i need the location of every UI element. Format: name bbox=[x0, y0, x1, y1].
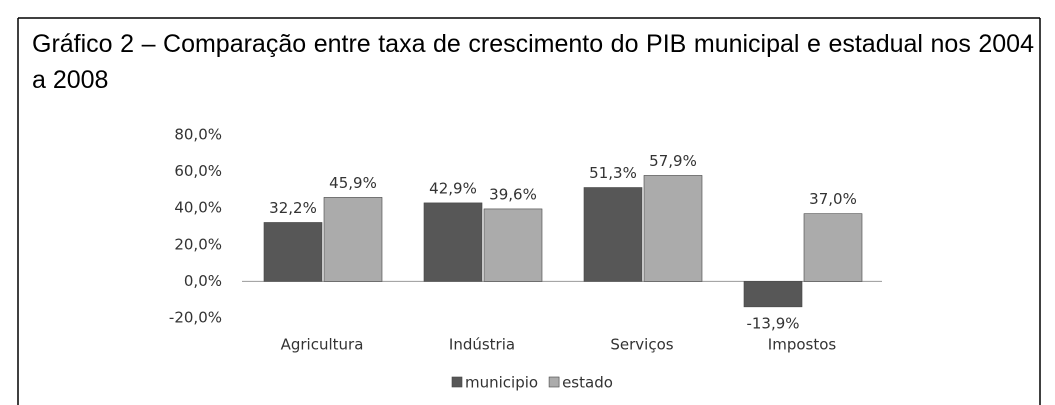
y-tick-label: 0,0% bbox=[184, 272, 222, 290]
legend-swatch bbox=[548, 376, 560, 388]
value-label: 39,6% bbox=[489, 185, 537, 203]
bar bbox=[423, 202, 483, 282]
y-tick-label: -20,0% bbox=[169, 309, 222, 327]
bar bbox=[323, 197, 383, 282]
x-tick-label: Agricultura bbox=[281, 336, 364, 354]
y-tick-label: 20,0% bbox=[174, 235, 222, 253]
y-tick-label: 60,0% bbox=[174, 162, 222, 180]
value-label: 51,3% bbox=[589, 164, 637, 182]
value-label: 57,9% bbox=[649, 152, 697, 170]
value-label: 42,9% bbox=[429, 179, 477, 197]
bar bbox=[743, 281, 803, 308]
chart-title: Gráfico 2 – Comparação entre taxa de cre… bbox=[32, 30, 1034, 94]
bar bbox=[483, 208, 543, 282]
legend-swatch bbox=[451, 376, 463, 388]
value-label: 45,9% bbox=[329, 174, 377, 192]
legend-label: estado bbox=[562, 374, 613, 392]
bar bbox=[803, 213, 863, 282]
legend-label: municipio bbox=[465, 374, 538, 392]
y-tick-label: 80,0% bbox=[174, 126, 222, 144]
y-tick-label: 40,0% bbox=[174, 199, 222, 217]
value-label: 37,0% bbox=[809, 190, 857, 208]
x-tick-label: Impostos bbox=[768, 336, 837, 354]
x-tick-label: Serviços bbox=[610, 336, 673, 354]
x-tick-label: Indústria bbox=[449, 336, 515, 354]
bar bbox=[583, 187, 643, 282]
value-label: 32,2% bbox=[269, 199, 317, 217]
value-label: -13,9% bbox=[746, 314, 799, 332]
bar bbox=[263, 222, 323, 282]
bar bbox=[643, 175, 703, 282]
